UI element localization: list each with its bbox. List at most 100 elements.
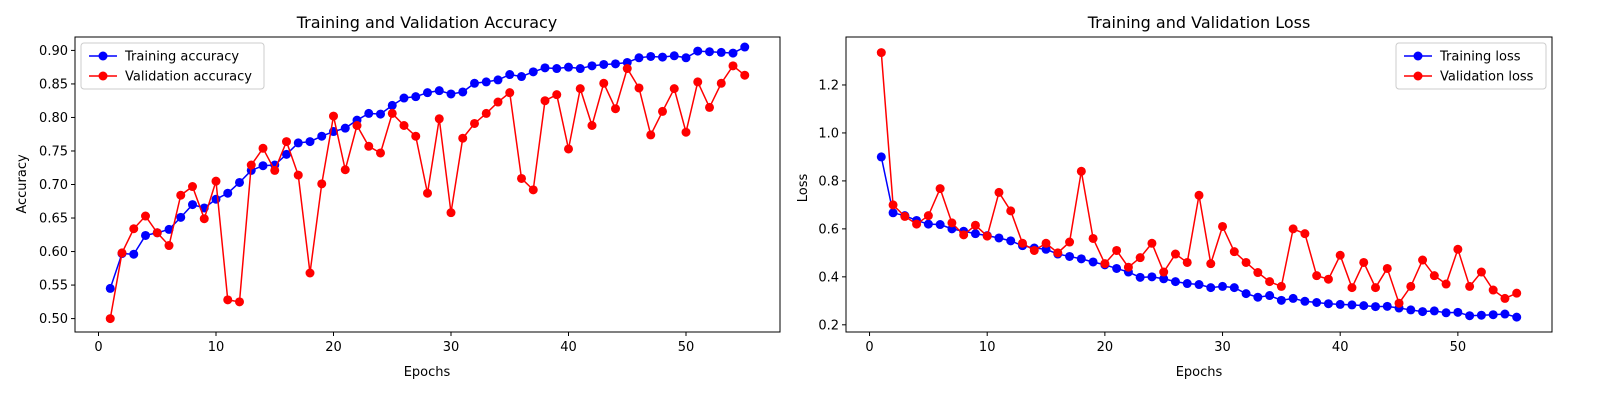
- training-loss-point: [876, 152, 886, 162]
- validation-loss-point: [1076, 166, 1086, 176]
- validation-loss-point: [1170, 249, 1180, 259]
- training-loss-point: [1359, 301, 1369, 311]
- validation-loss-point: [1323, 274, 1333, 284]
- loss-y-tick-label: 1.2: [818, 78, 839, 93]
- validation-loss-point: [1088, 233, 1098, 243]
- validation-accuracy-point: [493, 97, 503, 107]
- loss-x-tick-label: 10: [979, 340, 996, 355]
- validation-accuracy-point: [681, 127, 691, 137]
- loss-x-tick-label: 20: [1097, 340, 1114, 355]
- training-loss-point: [970, 229, 980, 239]
- loss-y-tick-label: 0.4: [818, 270, 839, 285]
- training-loss-point: [1182, 279, 1192, 289]
- training-accuracy-point: [481, 77, 491, 87]
- loss-y-tick-label: 0.6: [818, 222, 839, 237]
- training-loss-point: [1323, 299, 1333, 309]
- validation-loss-line: [880, 52, 1518, 305]
- training-accuracy-point: [434, 86, 444, 96]
- validation-loss-point: [1100, 259, 1110, 269]
- training-loss-point: [1147, 272, 1157, 282]
- validation-loss-point: [1429, 271, 1439, 281]
- validation-loss-point: [1218, 221, 1228, 231]
- validation-accuracy-point: [552, 90, 562, 100]
- validation-loss-point: [1347, 283, 1357, 293]
- validation-loss-point: [1135, 253, 1145, 263]
- validation-accuracy-point: [470, 118, 479, 128]
- validation-accuracy-point: [728, 61, 738, 71]
- validation-accuracy-legend-label: Validation accuracy: [125, 70, 252, 85]
- loss-y-tick-label: 0.2: [818, 318, 839, 333]
- training-accuracy-legend-marker: [98, 51, 108, 61]
- training-accuracy-point: [705, 47, 714, 57]
- accuracy-y-tick-label: 0.80: [39, 111, 68, 126]
- loss-y-axis-label: Loss: [796, 174, 811, 203]
- accuracy-x-tick-label: 50: [678, 340, 695, 355]
- accuracy-y-tick-label: 0.50: [39, 312, 68, 327]
- training-loss-point: [1206, 283, 1216, 293]
- validation-loss-point: [912, 219, 922, 229]
- training-accuracy-point: [317, 131, 327, 141]
- training-loss-legend-label: Training loss: [1439, 50, 1521, 65]
- training-accuracy-point: [693, 46, 703, 56]
- validation-loss-point: [1406, 281, 1416, 291]
- validation-loss-point: [1488, 285, 1498, 295]
- validation-loss-point: [1053, 248, 1063, 258]
- training-loss-point: [888, 208, 898, 218]
- training-loss-legend-marker: [1413, 51, 1423, 61]
- training-loss-point: [1453, 307, 1463, 317]
- validation-loss-legend-label: Validation loss: [1440, 70, 1534, 85]
- loss-x-tick-label: 0: [865, 340, 873, 355]
- training-accuracy-point: [105, 283, 115, 293]
- validation-accuracy-point: [434, 114, 444, 124]
- validation-accuracy-point: [658, 106, 667, 116]
- validation-accuracy-point: [705, 102, 714, 112]
- validation-loss-point: [1371, 283, 1380, 293]
- validation-accuracy-point: [199, 214, 209, 224]
- validation-loss-point: [1476, 267, 1486, 277]
- accuracy-chart: Training and Validation Accuracy Epochs …: [15, 13, 781, 380]
- accuracy-plot-area: 0 10 20 30 40 50 0.50 0.55 0.60 0.65 0.70 0.75 0.80 0…: [39, 36, 781, 355]
- validation-accuracy-point: [329, 111, 338, 121]
- validation-loss-point: [1182, 257, 1192, 267]
- validation-loss-point: [1112, 245, 1122, 255]
- validation-accuracy-point: [646, 130, 656, 140]
- validation-loss-point: [1312, 271, 1322, 281]
- validation-loss-point: [876, 48, 886, 58]
- validation-accuracy-point: [669, 84, 679, 94]
- validation-loss-point: [1018, 238, 1027, 248]
- validation-accuracy-point: [235, 297, 244, 307]
- loss-x-axis-label: Epochs: [1176, 365, 1223, 380]
- validation-loss-point: [1065, 237, 1075, 247]
- validation-loss-point: [1194, 190, 1204, 200]
- validation-loss-point: [1500, 293, 1510, 303]
- validation-accuracy-point: [223, 295, 233, 305]
- loss-x-tick-label: 40: [1332, 340, 1349, 355]
- validation-accuracy-point: [528, 185, 538, 195]
- validation-loss-point: [994, 187, 1004, 197]
- validation-loss-point: [1041, 238, 1051, 248]
- validation-accuracy-point: [258, 143, 268, 153]
- validation-loss-legend-marker: [1413, 71, 1423, 81]
- validation-accuracy-point: [105, 314, 115, 324]
- training-accuracy-point: [235, 177, 244, 187]
- training-loss-point: [1112, 263, 1122, 273]
- training-loss-point: [1241, 289, 1251, 299]
- loss-x-tick-label: 30: [1214, 340, 1231, 355]
- loss-legend-box: [1395, 42, 1547, 90]
- training-loss-point: [1065, 251, 1075, 261]
- training-accuracy-point: [364, 108, 374, 118]
- training-accuracy-point: [646, 51, 656, 61]
- validation-accuracy-point: [587, 121, 597, 130]
- training-loss-point: [1276, 295, 1286, 305]
- accuracy-x-tick-label: 20: [325, 340, 342, 355]
- training-loss-point: [1500, 309, 1510, 319]
- accuracy-x-tick-label: 30: [443, 340, 460, 355]
- training-accuracy-point: [505, 70, 515, 80]
- validation-loss-point: [1253, 268, 1263, 278]
- validation-loss-point: [935, 184, 945, 194]
- loss-chart: Training and Validation Loss Epochs Loss…: [796, 13, 1553, 380]
- training-loss-point: [1194, 280, 1204, 290]
- accuracy-legend: Training accuracy Validation accuracy: [80, 42, 265, 90]
- accuracy-x-tick-label: 40: [560, 340, 577, 355]
